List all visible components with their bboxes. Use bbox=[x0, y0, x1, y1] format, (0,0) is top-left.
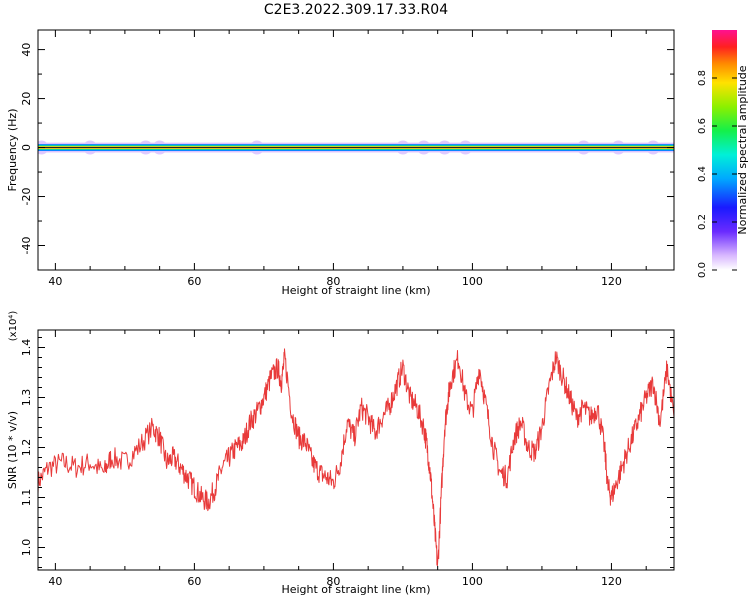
y-tick-label: 1.3 bbox=[20, 389, 33, 407]
colorbar-gradient bbox=[712, 30, 737, 270]
spectrogram-ylabel: Frequency (Hz) bbox=[6, 109, 19, 192]
snr-series-line bbox=[38, 348, 674, 567]
y-tick-label: 40 bbox=[20, 43, 33, 57]
snr-ylabel: SNR (10 * v/v) bbox=[6, 411, 19, 489]
spectrogram-frame bbox=[37, 29, 675, 271]
colorbar-tick-label: 0.2 bbox=[697, 214, 708, 230]
snr-xlabel: Height of straight line (km) bbox=[281, 583, 430, 596]
y-tick-label: 1.2 bbox=[20, 439, 33, 457]
spectrogram-xlabel: Height of straight line (km) bbox=[281, 284, 430, 297]
x-tick-label: 40 bbox=[48, 575, 62, 588]
snr-panel: 40 60 80 100 120 1.0 1.1 1.2 1.3 1.4 Height of st… bbox=[6, 311, 675, 596]
x-tick-label: 120 bbox=[601, 275, 622, 288]
x-tick-label: 80 bbox=[326, 275, 340, 288]
colorbar-tick-label: 0.0 bbox=[697, 262, 708, 278]
y-tick-label: 1.1 bbox=[20, 489, 33, 507]
snr-scale-label: (x10⁴) bbox=[8, 311, 19, 342]
x-tick-label: 120 bbox=[601, 575, 622, 588]
colorbar-tick-label: 0.8 bbox=[697, 70, 708, 86]
x-tick-label: 40 bbox=[48, 275, 62, 288]
y-tick-label: 20 bbox=[20, 92, 33, 106]
colorbar-tick-label: 0.6 bbox=[697, 118, 708, 134]
snr-frame bbox=[37, 329, 675, 571]
x-tick-label: 100 bbox=[462, 575, 483, 588]
figure-title: C2E3.2022.309.17.33.R04 bbox=[264, 2, 448, 18]
y-tick-label: 1.4 bbox=[20, 339, 33, 357]
x-tick-label: 80 bbox=[326, 575, 340, 588]
spectrogram-panel: 40 60 80 100 120 40 20 0 -20 -40 Height of straig… bbox=[6, 29, 675, 297]
colorbar: 0.0 0.2 0.4 0.6 0.8 Normalized spectral ampl… bbox=[697, 30, 749, 278]
colorbar-tick-label: 0.4 bbox=[697, 166, 708, 182]
y-tick-label: -20 bbox=[20, 188, 33, 206]
x-tick-label: 60 bbox=[187, 575, 201, 588]
colorbar-label: Normalized spectral amplitude bbox=[736, 65, 749, 234]
y-tick-label: -40 bbox=[20, 237, 33, 255]
y-tick-label: 0 bbox=[20, 144, 33, 151]
y-tick-label: 1.0 bbox=[20, 539, 33, 557]
x-tick-label: 100 bbox=[462, 275, 483, 288]
x-tick-label: 60 bbox=[187, 275, 201, 288]
